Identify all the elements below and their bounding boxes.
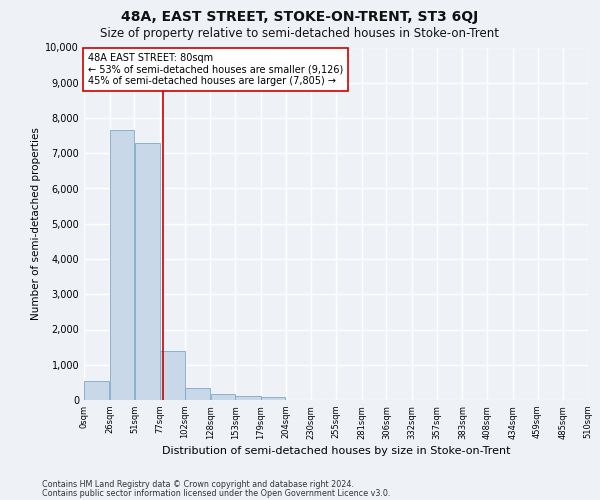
Y-axis label: Number of semi-detached properties: Number of semi-detached properties [31, 128, 41, 320]
X-axis label: Distribution of semi-detached houses by size in Stoke-on-Trent: Distribution of semi-detached houses by … [162, 446, 510, 456]
Text: 48A, EAST STREET, STOKE-ON-TRENT, ST3 6QJ: 48A, EAST STREET, STOKE-ON-TRENT, ST3 6Q… [121, 10, 479, 24]
Bar [211, 394, 235, 400]
Bar [185, 388, 210, 400]
Bar [84, 380, 109, 400]
Text: Contains public sector information licensed under the Open Government Licence v3: Contains public sector information licen… [42, 488, 391, 498]
Bar [235, 396, 260, 400]
Text: Size of property relative to semi-detached houses in Stoke-on-Trent: Size of property relative to semi-detach… [101, 28, 499, 40]
Bar [134, 142, 160, 400]
Bar [110, 130, 134, 400]
Bar [261, 397, 286, 400]
Text: Contains HM Land Registry data © Crown copyright and database right 2024.: Contains HM Land Registry data © Crown c… [42, 480, 354, 489]
Bar [160, 352, 185, 400]
Text: 48A EAST STREET: 80sqm
← 53% of semi-detached houses are smaller (9,126)
45% of : 48A EAST STREET: 80sqm ← 53% of semi-det… [88, 53, 343, 86]
